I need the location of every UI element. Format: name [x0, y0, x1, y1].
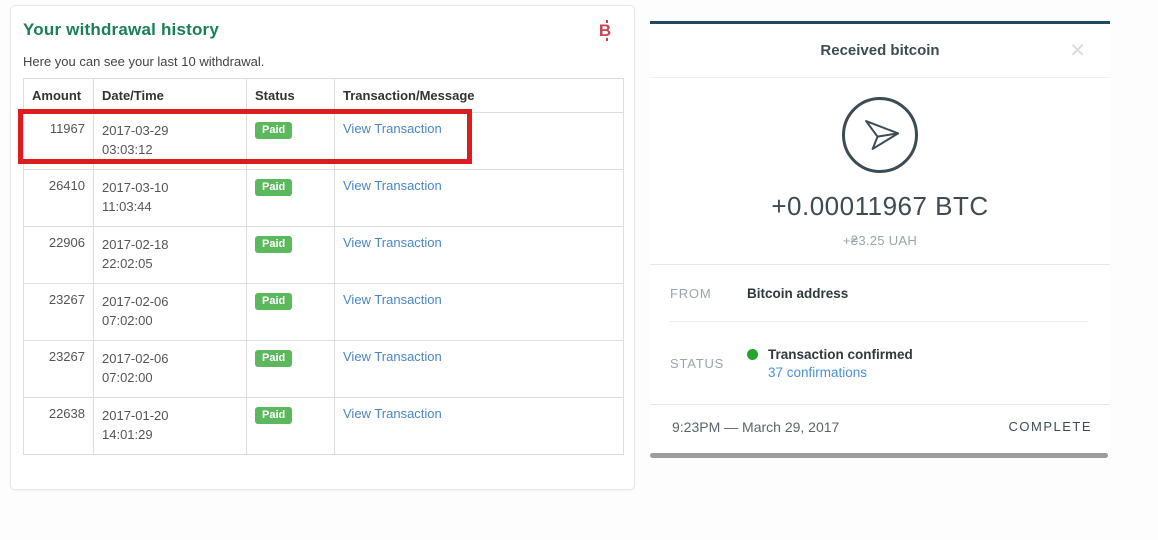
modal-title: Received bitcoin	[820, 42, 940, 59]
status-badge: Paid	[255, 350, 293, 367]
amount-cell: 22638	[23, 397, 94, 455]
transaction-cell: View Transaction	[334, 169, 624, 227]
time-line: 14:01:29	[102, 427, 153, 442]
received-bitcoin-modal: Received bitcoin ✕ +0.00011967 BTC +₴3.2…	[650, 21, 1110, 458]
date-line: 2017-02-06	[102, 351, 169, 366]
view-transaction-link[interactable]: View Transaction	[343, 235, 442, 250]
date-line: 2017-02-18	[102, 237, 169, 252]
from-row: FROM Bitcoin address	[650, 265, 1110, 322]
withdrawal-table-body: 11967 2017-03-29 03:03:12 Paid View Tran…	[23, 112, 624, 455]
modal-top-accent	[650, 21, 1110, 24]
view-transaction-link[interactable]: View Transaction	[343, 121, 442, 136]
transaction-cell: View Transaction	[334, 283, 624, 341]
status-cell: Paid	[246, 397, 335, 455]
table-row: 23267 2017-02-06 07:02:00 Paid View Tran…	[23, 283, 624, 341]
transaction-cell: View Transaction	[334, 340, 624, 398]
status-row: STATUS Transaction confirmed 37 confirma…	[650, 322, 1110, 405]
datetime-cell: 2017-03-10 11:03:44	[93, 169, 247, 227]
timestamp-text: 9:23PM — March 29, 2017	[672, 418, 840, 435]
amount-cell: 11967	[23, 112, 94, 170]
status-cell: Paid	[246, 340, 335, 398]
status-badge: Paid	[255, 122, 293, 139]
datetime-cell: 2017-02-06 07:02:00	[93, 340, 247, 398]
view-transaction-link[interactable]: View Transaction	[343, 178, 442, 193]
status-cell: Paid	[246, 283, 335, 341]
page-title: Your withdrawal history	[23, 20, 220, 39]
date-line: 2017-02-06	[102, 294, 169, 309]
status-badge: Paid	[255, 236, 293, 253]
transaction-cell: View Transaction	[334, 112, 624, 170]
amount-cell: 23267	[23, 340, 94, 398]
horizontal-scrollbar[interactable]	[650, 453, 1108, 458]
date-line: 2017-01-20	[102, 408, 169, 423]
column-header: Transaction/Message	[334, 78, 624, 113]
from-label: FROM	[670, 285, 712, 301]
status-cell: Paid	[246, 226, 335, 284]
view-transaction-link[interactable]: View Transaction	[343, 349, 442, 364]
transaction-cell: View Transaction	[334, 226, 624, 284]
status-dot-icon	[747, 348, 758, 360]
status-badge: Paid	[255, 179, 293, 196]
withdrawal-history-card: Your withdrawal history B Here you can s…	[10, 5, 635, 490]
status-value: Transaction confirmed	[768, 346, 913, 362]
close-icon[interactable]: ✕	[1069, 39, 1086, 62]
time-line: 07:02:00	[102, 313, 153, 328]
time-line: 03:03:12	[102, 142, 153, 157]
table-row: 22638 2017-01-20 14:01:29 Paid View Tran…	[23, 397, 624, 455]
modal-footer: 9:23PM — March 29, 2017 COMPLETE	[650, 405, 1110, 448]
datetime-cell: 2017-02-18 22:02:05	[93, 226, 247, 284]
view-transaction-link[interactable]: View Transaction	[343, 292, 442, 307]
date-line: 2017-03-29	[102, 123, 169, 138]
amount-cell: 22906	[23, 226, 94, 284]
modal-body: +0.00011967 BTC +₴3.25 UAH	[650, 78, 1110, 265]
column-header: Date/Time	[93, 78, 247, 113]
table-row: 23267 2017-02-06 07:02:00 Paid View Tran…	[23, 340, 624, 398]
time-line: 07:02:00	[102, 370, 153, 385]
paper-plane-icon	[842, 97, 918, 173]
status-badge: Paid	[255, 293, 293, 310]
complete-label: COMPLETE	[1008, 419, 1092, 434]
datetime-cell: 2017-03-29 03:03:12	[93, 112, 247, 170]
table-row: 22906 2017-02-18 22:02:05 Paid View Tran…	[23, 226, 624, 284]
subtitle-text: Here you can see your last 10 withdrawal…	[23, 54, 265, 69]
time-line: 11:03:44	[102, 199, 152, 214]
status-label: STATUS	[670, 355, 725, 371]
from-value: Bitcoin address	[747, 285, 849, 301]
status-cell: Paid	[246, 169, 335, 227]
datetime-cell: 2017-02-06 07:02:00	[93, 283, 247, 341]
fiat-amount: +₴3.25 UAH	[842, 233, 918, 248]
btc-amount: +0.00011967 BTC	[771, 191, 989, 221]
table-header-row: Amount Date/Time Status Transaction/Message	[23, 78, 624, 113]
modal-header: Received bitcoin ✕	[650, 24, 1110, 78]
view-transaction-link[interactable]: View Transaction	[343, 406, 442, 421]
date-line: 2017-03-10	[102, 180, 169, 195]
bitcoin-icon: B	[598, 20, 612, 41]
time-line: 22:02:05	[102, 256, 153, 271]
table-row: 26410 2017-03-10 11:03:44 Paid View Tran…	[23, 169, 624, 227]
column-header: Amount	[23, 78, 94, 113]
withdrawal-table: Amount Date/Time Status Transaction/Message…	[23, 78, 624, 455]
status-cell: Paid	[246, 112, 335, 170]
status-badge: Paid	[255, 407, 293, 424]
amount-cell: 26410	[23, 169, 94, 227]
transaction-cell: View Transaction	[334, 397, 624, 455]
confirmations-link[interactable]: 37 confirmations	[768, 364, 868, 380]
column-header: Status	[246, 78, 335, 113]
datetime-cell: 2017-01-20 14:01:29	[93, 397, 247, 455]
table-row: 11967 2017-03-29 03:03:12 Paid View Tran…	[23, 112, 624, 170]
amount-cell: 23267	[23, 283, 94, 341]
